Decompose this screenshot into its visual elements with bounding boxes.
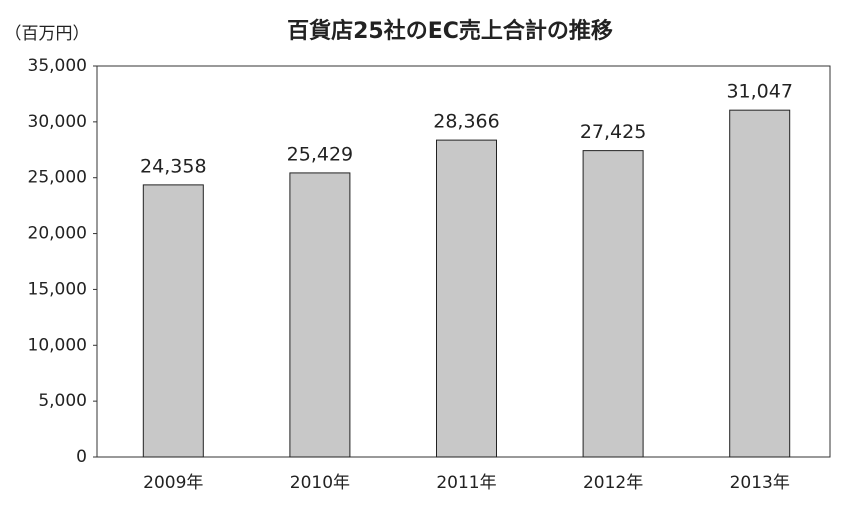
y-axis-label: （百万円） (5, 24, 90, 44)
value-label: 25,429 (287, 143, 353, 165)
y-tick-label: 10,000 (28, 335, 87, 355)
value-label: 27,425 (580, 121, 646, 143)
y-tick-label: 30,000 (28, 112, 87, 132)
chart-title: 百貨店25社のEC売上合計の推移 (287, 18, 613, 44)
x-tick-label: 2011年 (436, 473, 496, 493)
x-tick-label: 2012年 (583, 473, 643, 493)
x-tick-label: 2009年 (143, 473, 203, 493)
x-tick-label: 2010年 (290, 473, 350, 493)
bar (289, 172, 351, 458)
value-label: 31,047 (726, 81, 792, 103)
bar (142, 184, 204, 458)
y-tick-label: 35,000 (28, 56, 87, 76)
value-label: 24,358 (140, 155, 206, 177)
value-label: 28,366 (433, 111, 499, 133)
y-tick-label: 25,000 (28, 168, 87, 188)
y-tick-label: 20,000 (28, 224, 87, 244)
bar (729, 109, 791, 458)
y-tick-label: 15,000 (28, 279, 87, 299)
bar (582, 150, 644, 458)
x-tick-label: 2013年 (730, 473, 790, 493)
bar (436, 139, 497, 458)
y-tick-label: 0 (76, 447, 87, 467)
y-tick-label: 5,000 (38, 391, 87, 411)
